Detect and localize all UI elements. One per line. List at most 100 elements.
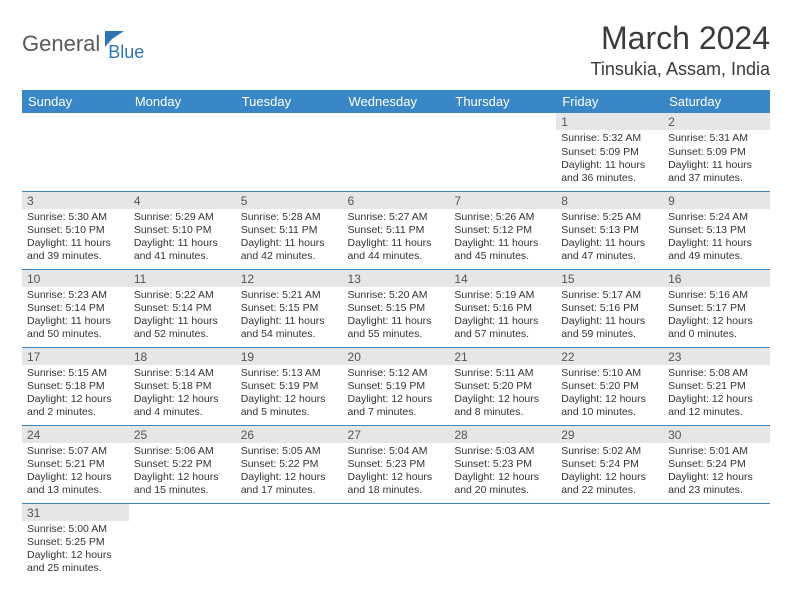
day-details: Sunrise: 5:15 AMSunset: 5:18 PMDaylight:… xyxy=(22,365,129,422)
day-details: Sunrise: 5:31 AMSunset: 5:09 PMDaylight:… xyxy=(663,130,770,187)
calendar-day-cell: 18Sunrise: 5:14 AMSunset: 5:18 PMDayligh… xyxy=(129,347,236,425)
day-details: Sunrise: 5:23 AMSunset: 5:14 PMDaylight:… xyxy=(22,287,129,344)
calendar-day-cell: 26Sunrise: 5:05 AMSunset: 5:22 PMDayligh… xyxy=(236,425,343,503)
daylight-line: Daylight: 11 hours and 54 minutes. xyxy=(241,315,338,341)
day-number: 14 xyxy=(449,270,556,287)
sunrise-line: Sunrise: 5:27 AM xyxy=(348,211,445,224)
calendar-empty-cell xyxy=(449,113,556,191)
day-details: Sunrise: 5:14 AMSunset: 5:18 PMDaylight:… xyxy=(129,365,236,422)
sunset-line: Sunset: 5:10 PM xyxy=(134,224,231,237)
day-number: 18 xyxy=(129,348,236,365)
daylight-line: Daylight: 11 hours and 55 minutes. xyxy=(348,315,445,341)
calendar-row: 10Sunrise: 5:23 AMSunset: 5:14 PMDayligh… xyxy=(22,269,770,347)
sunrise-line: Sunrise: 5:28 AM xyxy=(241,211,338,224)
calendar-day-cell: 3Sunrise: 5:30 AMSunset: 5:10 PMDaylight… xyxy=(22,191,129,269)
brand-text-general: General xyxy=(22,31,100,57)
sunrise-line: Sunrise: 5:17 AM xyxy=(561,289,658,302)
day-details: Sunrise: 5:02 AMSunset: 5:24 PMDaylight:… xyxy=(556,443,663,500)
daylight-line: Daylight: 12 hours and 20 minutes. xyxy=(454,471,551,497)
calendar-empty-cell xyxy=(556,503,663,581)
daylight-line: Daylight: 12 hours and 0 minutes. xyxy=(668,315,765,341)
calendar-day-cell: 6Sunrise: 5:27 AMSunset: 5:11 PMDaylight… xyxy=(343,191,450,269)
calendar-day-cell: 25Sunrise: 5:06 AMSunset: 5:22 PMDayligh… xyxy=(129,425,236,503)
day-number: 22 xyxy=(556,348,663,365)
calendar-day-cell: 21Sunrise: 5:11 AMSunset: 5:20 PMDayligh… xyxy=(449,347,556,425)
day-number: 25 xyxy=(129,426,236,443)
sunset-line: Sunset: 5:24 PM xyxy=(561,458,658,471)
day-number: 9 xyxy=(663,192,770,209)
sunrise-line: Sunrise: 5:01 AM xyxy=(668,445,765,458)
day-number: 8 xyxy=(556,192,663,209)
day-details: Sunrise: 5:26 AMSunset: 5:12 PMDaylight:… xyxy=(449,209,556,266)
daylight-line: Daylight: 11 hours and 37 minutes. xyxy=(668,159,765,185)
calendar-day-cell: 17Sunrise: 5:15 AMSunset: 5:18 PMDayligh… xyxy=(22,347,129,425)
calendar-empty-cell xyxy=(343,113,450,191)
day-number: 27 xyxy=(343,426,450,443)
day-details: Sunrise: 5:24 AMSunset: 5:13 PMDaylight:… xyxy=(663,209,770,266)
daylight-line: Daylight: 11 hours and 50 minutes. xyxy=(27,315,124,341)
weekday-header: Wednesday xyxy=(343,90,450,113)
location-text: Tinsukia, Assam, India xyxy=(591,59,770,80)
calendar-row: 31Sunrise: 5:00 AMSunset: 5:25 PMDayligh… xyxy=(22,503,770,581)
sunset-line: Sunset: 5:09 PM xyxy=(668,146,765,159)
day-number: 1 xyxy=(556,113,663,130)
day-number: 3 xyxy=(22,192,129,209)
day-details: Sunrise: 5:05 AMSunset: 5:22 PMDaylight:… xyxy=(236,443,343,500)
calendar-day-cell: 12Sunrise: 5:21 AMSunset: 5:15 PMDayligh… xyxy=(236,269,343,347)
calendar-header-row: SundayMondayTuesdayWednesdayThursdayFrid… xyxy=(22,90,770,113)
daylight-line: Daylight: 12 hours and 5 minutes. xyxy=(241,393,338,419)
sunset-line: Sunset: 5:23 PM xyxy=(454,458,551,471)
calendar-day-cell: 4 Sunrise: 5:29 AMSunset: 5:10 PMDaylight… xyxy=(129,191,236,269)
daylight-line: Daylight: 12 hours and 10 minutes. xyxy=(561,393,658,419)
day-number: 21 xyxy=(449,348,556,365)
sunset-line: Sunset: 5:23 PM xyxy=(348,458,445,471)
calendar-day-cell: 28Sunrise: 5:03 AMSunset: 5:23 PMDayligh… xyxy=(449,425,556,503)
day-number: 4 xyxy=(129,192,236,209)
weekday-header: Friday xyxy=(556,90,663,113)
sunrise-line: Sunrise: 5:24 AM xyxy=(668,211,765,224)
sunset-line: Sunset: 5:13 PM xyxy=(561,224,658,237)
brand-logo: General Blue xyxy=(22,24,144,63)
calendar-day-cell: 2Sunrise: 5:31 AMSunset: 5:09 PMDaylight… xyxy=(663,113,770,191)
title-block: March 2024 Tinsukia, Assam, India xyxy=(591,20,770,80)
weekday-header: Tuesday xyxy=(236,90,343,113)
daylight-line: Daylight: 11 hours and 49 minutes. xyxy=(668,237,765,263)
sunset-line: Sunset: 5:20 PM xyxy=(561,380,658,393)
sunset-line: Sunset: 5:19 PM xyxy=(241,380,338,393)
day-number: 5 xyxy=(236,192,343,209)
calendar-body: 1Sunrise: 5:32 AMSunset: 5:09 PMDaylight… xyxy=(22,113,770,581)
sunrise-line: Sunrise: 5:07 AM xyxy=(27,445,124,458)
day-details: Sunrise: 5:10 AMSunset: 5:20 PMDaylight:… xyxy=(556,365,663,422)
day-details: Sunrise: 5:30 AMSunset: 5:10 PMDaylight:… xyxy=(22,209,129,266)
calendar-day-cell: 29Sunrise: 5:02 AMSunset: 5:24 PMDayligh… xyxy=(556,425,663,503)
daylight-line: Daylight: 11 hours and 45 minutes. xyxy=(454,237,551,263)
day-number: 23 xyxy=(663,348,770,365)
day-details: Sunrise: 5:16 AMSunset: 5:17 PMDaylight:… xyxy=(663,287,770,344)
sunrise-line: Sunrise: 5:14 AM xyxy=(134,367,231,380)
daylight-line: Daylight: 12 hours and 8 minutes. xyxy=(454,393,551,419)
calendar-row: 1Sunrise: 5:32 AMSunset: 5:09 PMDaylight… xyxy=(22,113,770,191)
calendar-day-cell: 13Sunrise: 5:20 AMSunset: 5:15 PMDayligh… xyxy=(343,269,450,347)
sunset-line: Sunset: 5:20 PM xyxy=(454,380,551,393)
day-details: Sunrise: 5:04 AMSunset: 5:23 PMDaylight:… xyxy=(343,443,450,500)
day-details: Sunrise: 5:01 AMSunset: 5:24 PMDaylight:… xyxy=(663,443,770,500)
calendar-page: General Blue March 2024 Tinsukia, Assam,… xyxy=(0,0,792,601)
day-details: Sunrise: 5:21 AMSunset: 5:15 PMDaylight:… xyxy=(236,287,343,344)
sunrise-line: Sunrise: 5:29 AM xyxy=(134,211,231,224)
daylight-line: Daylight: 12 hours and 4 minutes. xyxy=(134,393,231,419)
sunset-line: Sunset: 5:16 PM xyxy=(454,302,551,315)
day-details: Sunrise: 5:12 AMSunset: 5:19 PMDaylight:… xyxy=(343,365,450,422)
sunset-line: Sunset: 5:14 PM xyxy=(27,302,124,315)
calendar-day-cell: 24Sunrise: 5:07 AMSunset: 5:21 PMDayligh… xyxy=(22,425,129,503)
sunset-line: Sunset: 5:17 PM xyxy=(668,302,765,315)
calendar-empty-cell xyxy=(663,503,770,581)
day-number: 29 xyxy=(556,426,663,443)
daylight-line: Daylight: 12 hours and 23 minutes. xyxy=(668,471,765,497)
sunset-line: Sunset: 5:14 PM xyxy=(134,302,231,315)
sunrise-line: Sunrise: 5:25 AM xyxy=(561,211,658,224)
calendar-day-cell: 31Sunrise: 5:00 AMSunset: 5:25 PMDayligh… xyxy=(22,503,129,581)
sunset-line: Sunset: 5:21 PM xyxy=(668,380,765,393)
daylight-line: Daylight: 11 hours and 41 minutes. xyxy=(134,237,231,263)
sunset-line: Sunset: 5:15 PM xyxy=(348,302,445,315)
page-header: General Blue March 2024 Tinsukia, Assam,… xyxy=(22,20,770,80)
